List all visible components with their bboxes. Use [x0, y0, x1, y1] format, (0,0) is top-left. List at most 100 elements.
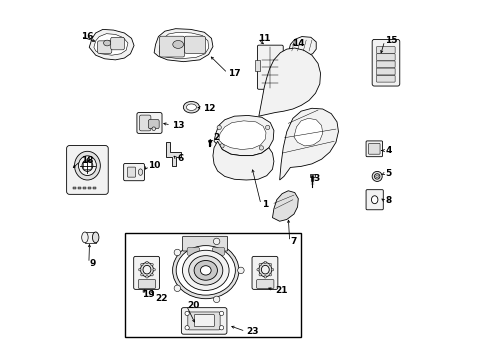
Ellipse shape	[78, 156, 96, 176]
Polygon shape	[154, 29, 212, 62]
FancyBboxPatch shape	[212, 247, 224, 255]
FancyBboxPatch shape	[376, 61, 394, 68]
Ellipse shape	[264, 275, 266, 278]
Text: 12: 12	[202, 104, 215, 113]
Ellipse shape	[256, 269, 259, 271]
Polygon shape	[258, 48, 320, 116]
FancyBboxPatch shape	[366, 190, 383, 210]
Ellipse shape	[145, 275, 148, 278]
Ellipse shape	[371, 196, 377, 204]
Bar	[73, 187, 76, 189]
Text: 13: 13	[171, 121, 184, 130]
FancyBboxPatch shape	[366, 141, 382, 157]
Ellipse shape	[182, 250, 228, 291]
Polygon shape	[293, 118, 322, 146]
Text: 3: 3	[313, 174, 319, 183]
Polygon shape	[165, 142, 180, 166]
FancyBboxPatch shape	[97, 41, 112, 53]
Ellipse shape	[186, 104, 196, 111]
Bar	[88, 187, 91, 189]
FancyBboxPatch shape	[127, 167, 135, 177]
Text: 23: 23	[246, 327, 258, 336]
Text: 2: 2	[213, 133, 219, 142]
FancyBboxPatch shape	[256, 280, 273, 288]
FancyBboxPatch shape	[138, 280, 155, 288]
Ellipse shape	[259, 263, 261, 266]
Ellipse shape	[174, 285, 180, 292]
Text: 7: 7	[290, 237, 296, 246]
Ellipse shape	[92, 232, 99, 243]
Ellipse shape	[141, 274, 143, 276]
FancyBboxPatch shape	[257, 45, 283, 89]
FancyBboxPatch shape	[187, 312, 220, 330]
FancyBboxPatch shape	[184, 36, 205, 53]
Polygon shape	[279, 108, 338, 180]
Polygon shape	[218, 121, 265, 149]
FancyBboxPatch shape	[371, 40, 399, 86]
FancyBboxPatch shape	[133, 256, 159, 289]
Ellipse shape	[103, 40, 110, 46]
Ellipse shape	[220, 144, 224, 148]
Text: 19: 19	[142, 290, 155, 299]
FancyBboxPatch shape	[123, 163, 144, 181]
Text: 1: 1	[261, 200, 267, 209]
Text: 10: 10	[148, 161, 161, 170]
Bar	[83, 187, 86, 189]
Polygon shape	[159, 32, 208, 59]
Text: 6: 6	[177, 154, 183, 163]
Ellipse shape	[83, 239, 85, 240]
Ellipse shape	[176, 246, 235, 295]
Ellipse shape	[145, 261, 148, 264]
Ellipse shape	[152, 127, 155, 131]
FancyBboxPatch shape	[376, 68, 394, 75]
Ellipse shape	[138, 269, 141, 271]
Ellipse shape	[194, 261, 217, 280]
FancyBboxPatch shape	[148, 120, 159, 129]
Text: 17: 17	[228, 69, 241, 78]
Ellipse shape	[174, 249, 180, 256]
FancyBboxPatch shape	[187, 247, 199, 255]
Text: 5: 5	[384, 169, 390, 178]
Ellipse shape	[82, 160, 93, 171]
Text: 16: 16	[81, 32, 94, 41]
Text: 4: 4	[384, 146, 391, 155]
Text: 9: 9	[89, 259, 96, 268]
Ellipse shape	[150, 263, 153, 266]
Ellipse shape	[217, 125, 221, 130]
Text: 14: 14	[291, 39, 304, 48]
Text: 20: 20	[187, 301, 199, 310]
Ellipse shape	[268, 263, 271, 266]
Ellipse shape	[219, 325, 223, 330]
Ellipse shape	[213, 296, 220, 303]
Bar	[309, 174, 314, 177]
Text: 22: 22	[155, 294, 167, 303]
Ellipse shape	[172, 41, 183, 48]
Ellipse shape	[140, 262, 153, 277]
Ellipse shape	[258, 262, 271, 277]
Ellipse shape	[268, 274, 271, 276]
Ellipse shape	[208, 140, 211, 143]
Ellipse shape	[200, 266, 211, 275]
Polygon shape	[214, 116, 273, 156]
FancyBboxPatch shape	[83, 162, 91, 170]
FancyBboxPatch shape	[181, 308, 226, 334]
Text: 8: 8	[384, 196, 390, 205]
Text: 18: 18	[81, 157, 94, 166]
Text: 15: 15	[385, 36, 397, 45]
Ellipse shape	[141, 263, 143, 266]
Ellipse shape	[265, 125, 269, 130]
Bar	[125, 233, 301, 337]
Ellipse shape	[374, 174, 379, 179]
FancyBboxPatch shape	[376, 75, 394, 82]
FancyBboxPatch shape	[251, 256, 277, 289]
FancyBboxPatch shape	[182, 236, 227, 251]
Bar	[281, 60, 285, 71]
FancyBboxPatch shape	[110, 37, 124, 50]
Polygon shape	[89, 30, 134, 60]
Ellipse shape	[83, 234, 85, 236]
Bar	[93, 187, 96, 189]
Ellipse shape	[271, 269, 273, 271]
FancyBboxPatch shape	[376, 54, 394, 60]
FancyBboxPatch shape	[159, 36, 184, 57]
Ellipse shape	[237, 267, 244, 274]
